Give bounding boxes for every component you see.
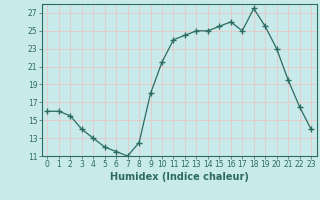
X-axis label: Humidex (Indice chaleur): Humidex (Indice chaleur) [110,172,249,182]
